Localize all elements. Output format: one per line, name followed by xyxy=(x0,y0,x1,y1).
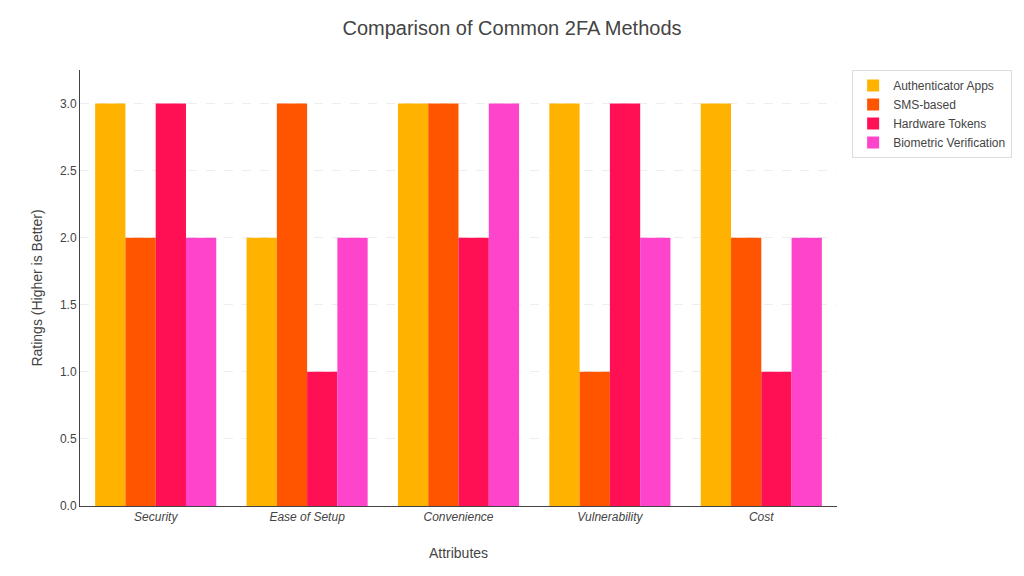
svg-text:1.0: 1.0 xyxy=(60,365,77,379)
svg-text:SMS-based: SMS-based xyxy=(893,98,956,112)
svg-text:Cost: Cost xyxy=(749,510,774,524)
svg-text:2.0: 2.0 xyxy=(60,231,77,245)
svg-text:Comparison of Common 2FA Metho: Comparison of Common 2FA Methods xyxy=(342,17,681,39)
svg-text:Security: Security xyxy=(134,510,178,524)
svg-text:Convenience: Convenience xyxy=(423,510,493,524)
svg-text:0.5: 0.5 xyxy=(60,432,77,446)
svg-text:2.5: 2.5 xyxy=(60,164,77,178)
svg-text:Hardware Tokens: Hardware Tokens xyxy=(893,117,986,131)
svg-text:Authenticator Apps: Authenticator Apps xyxy=(893,79,994,93)
svg-text:Ease of Setup: Ease of Setup xyxy=(269,510,345,524)
svg-text:Vulnerability: Vulnerability xyxy=(577,510,643,524)
svg-text:Ratings (Higher is Better): Ratings (Higher is Better) xyxy=(29,209,45,366)
svg-text:Attributes: Attributes xyxy=(429,545,488,561)
svg-text:1.5: 1.5 xyxy=(60,298,77,312)
svg-text:Biometric Verification: Biometric Verification xyxy=(893,136,1005,150)
svg-text:0.0: 0.0 xyxy=(60,499,77,513)
svg-text:3.0: 3.0 xyxy=(60,97,77,111)
